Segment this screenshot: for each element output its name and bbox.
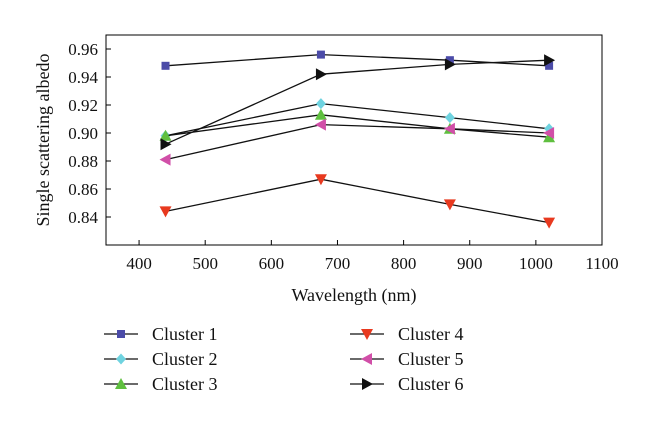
legend-label: Cluster 3 bbox=[152, 374, 218, 394]
series-line bbox=[165, 114, 550, 138]
legend-label: Cluster 6 bbox=[398, 374, 464, 394]
x-tick-label: 1000 bbox=[519, 254, 553, 273]
legend-marker bbox=[361, 329, 373, 340]
data-point bbox=[543, 131, 556, 143]
y-tick-label: 0.92 bbox=[68, 96, 98, 115]
data-point bbox=[314, 174, 327, 186]
legend-marker bbox=[116, 353, 126, 365]
series-5 bbox=[159, 118, 555, 166]
legend-item: Cluster 4 bbox=[350, 324, 464, 344]
data-point bbox=[545, 61, 554, 70]
x-axis-title: Wavelength (nm) bbox=[291, 285, 416, 306]
data-point bbox=[444, 58, 456, 71]
plot-lines bbox=[159, 50, 556, 229]
y-tick-label: 0.86 bbox=[68, 180, 98, 199]
data-point bbox=[543, 217, 556, 229]
x-tick-label: 700 bbox=[325, 254, 351, 273]
data-point bbox=[316, 50, 325, 59]
y-tick-label: 0.96 bbox=[68, 40, 98, 59]
y-tick-label: 0.90 bbox=[68, 124, 98, 143]
y-tick-label: 0.84 bbox=[68, 208, 98, 227]
data-point bbox=[444, 112, 455, 124]
x-axis: 400 500 600 700 800 900 1000 1100 bbox=[126, 240, 619, 273]
data-point bbox=[160, 138, 172, 151]
y-axis-title: Single scattering albedo bbox=[33, 54, 53, 227]
data-point bbox=[159, 129, 172, 141]
data-point bbox=[543, 127, 555, 139]
series-line bbox=[165, 59, 550, 145]
data-point bbox=[443, 199, 456, 211]
legend-label: Cluster 1 bbox=[152, 324, 218, 344]
series-4 bbox=[159, 174, 556, 229]
data-point bbox=[544, 54, 556, 67]
y-axis: 0.84 0.86 0.88 0.90 0.92 0.94 0.96 bbox=[68, 40, 111, 227]
series-line bbox=[165, 53, 550, 67]
legend-marker bbox=[117, 330, 125, 338]
legend-label: Cluster 4 bbox=[398, 324, 464, 344]
y-tick-label: 0.88 bbox=[68, 152, 98, 171]
legend-label: Cluster 2 bbox=[152, 349, 218, 369]
legend-item: Cluster 2 bbox=[104, 349, 218, 369]
data-point bbox=[161, 61, 170, 70]
legend-label: Cluster 5 bbox=[398, 349, 464, 369]
series-line bbox=[165, 123, 550, 161]
data-point bbox=[159, 153, 171, 166]
x-tick-label: 1100 bbox=[585, 254, 618, 273]
series-1 bbox=[161, 50, 554, 70]
legend-item: Cluster 3 bbox=[104, 374, 218, 394]
data-point bbox=[445, 56, 454, 65]
y-tick-label: 0.94 bbox=[68, 68, 98, 87]
legend-marker bbox=[362, 378, 373, 390]
legend-item: Cluster 6 bbox=[350, 374, 464, 394]
data-point bbox=[314, 108, 327, 120]
series-line bbox=[165, 178, 550, 224]
series-3 bbox=[159, 108, 556, 143]
data-point bbox=[159, 206, 172, 218]
legend-marker bbox=[115, 378, 127, 389]
x-tick-label: 400 bbox=[126, 254, 152, 273]
data-point bbox=[315, 98, 326, 110]
x-tick-label: 500 bbox=[192, 254, 218, 273]
series-6 bbox=[160, 54, 556, 151]
x-tick-label: 900 bbox=[457, 254, 483, 273]
legend-marker bbox=[361, 353, 372, 365]
data-point bbox=[314, 118, 326, 131]
plot-frame bbox=[105, 34, 603, 246]
x-tick-label: 800 bbox=[391, 254, 417, 273]
series-line bbox=[165, 102, 550, 137]
data-point bbox=[315, 68, 327, 81]
legend-item: Cluster 5 bbox=[350, 349, 464, 369]
legend-item: Cluster 1 bbox=[104, 324, 218, 344]
legend: Cluster 1 Cluster 2 Cluster 3 Cluster 4 Clus… bbox=[104, 324, 464, 394]
x-tick-label: 600 bbox=[259, 254, 285, 273]
data-point bbox=[443, 122, 455, 135]
